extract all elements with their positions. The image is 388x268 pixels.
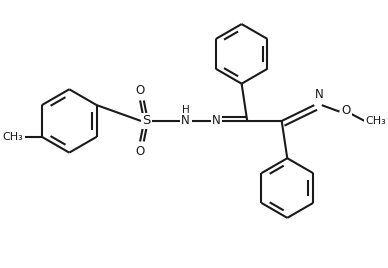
Text: CH₃: CH₃ [365,116,386,126]
Text: N: N [181,114,190,128]
Text: N: N [315,88,324,101]
Text: S: S [142,114,151,128]
Text: O: O [341,104,351,117]
Text: H: H [182,105,190,115]
Text: CH₃: CH₃ [2,132,23,142]
Text: O: O [135,145,145,158]
Text: N: N [212,114,221,128]
Text: O: O [135,84,145,97]
